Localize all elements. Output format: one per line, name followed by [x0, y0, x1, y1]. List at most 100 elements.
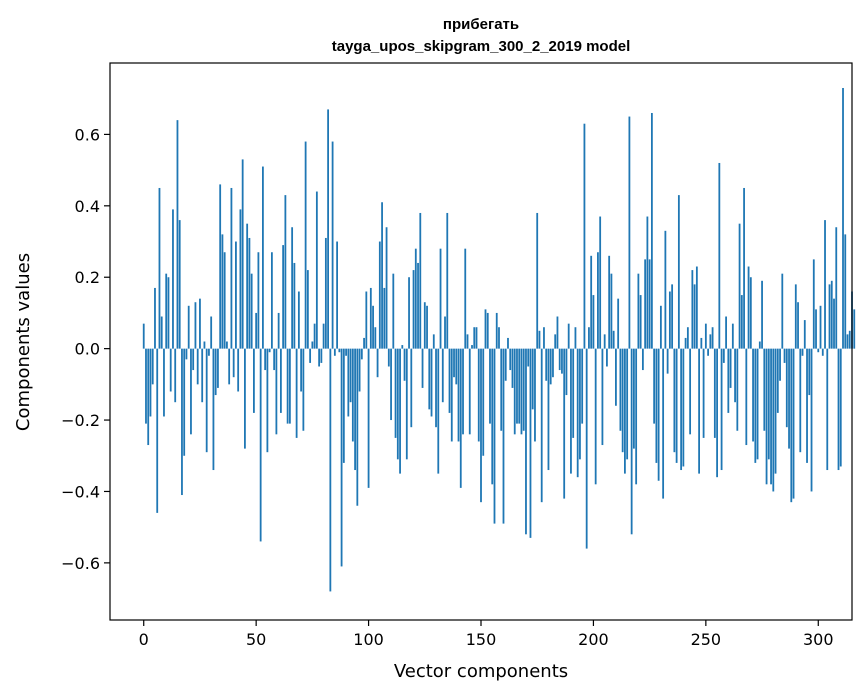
bar	[635, 348, 638, 485]
bar	[812, 259, 815, 349]
bar	[718, 162, 721, 349]
bar	[794, 284, 797, 349]
bar	[583, 123, 586, 349]
bar	[327, 109, 329, 349]
bar	[630, 348, 633, 535]
bar	[147, 348, 150, 446]
bar	[313, 323, 316, 349]
y-tick-label: 0.6	[75, 125, 100, 144]
x-tick-label: 150	[466, 630, 497, 649]
bar	[774, 348, 777, 474]
bar	[704, 323, 707, 349]
bar	[534, 348, 536, 442]
bar	[668, 291, 671, 349]
bar	[693, 284, 696, 349]
bar	[336, 241, 338, 349]
bar	[626, 348, 629, 460]
bar	[511, 348, 514, 388]
bar	[199, 298, 201, 349]
bar	[163, 348, 165, 417]
bar	[842, 87, 844, 349]
bar	[365, 291, 368, 349]
bar	[367, 348, 370, 488]
bar	[749, 277, 752, 349]
bar	[725, 316, 727, 349]
bar	[156, 348, 159, 513]
bar	[498, 327, 500, 349]
bar	[480, 348, 482, 503]
bar	[387, 348, 390, 367]
bar	[722, 348, 725, 363]
bar	[426, 305, 428, 349]
bar	[187, 305, 190, 349]
bar	[695, 266, 698, 349]
bar	[253, 348, 255, 413]
bar	[259, 348, 262, 542]
bar	[554, 334, 557, 349]
bar	[502, 348, 505, 524]
bar	[716, 348, 718, 478]
bar	[633, 348, 635, 449]
bar	[513, 348, 516, 435]
bar	[615, 348, 617, 406]
x-tick-label: 0	[139, 630, 149, 649]
bar	[196, 348, 199, 385]
bar	[403, 348, 406, 381]
bar	[713, 348, 716, 438]
bar	[277, 312, 280, 349]
bar	[552, 348, 554, 378]
bar	[311, 341, 314, 349]
bar	[318, 348, 321, 367]
bar	[745, 348, 748, 446]
bar	[374, 327, 377, 349]
bar	[235, 241, 237, 349]
bar	[322, 323, 325, 349]
bar	[203, 341, 206, 349]
bar	[563, 348, 566, 499]
bar	[664, 230, 667, 349]
bar	[284, 195, 287, 349]
bar	[414, 248, 417, 349]
bar	[432, 334, 435, 349]
bar	[817, 348, 820, 353]
bar	[673, 348, 676, 453]
bar	[848, 330, 851, 349]
bar	[648, 259, 651, 349]
bar	[790, 348, 793, 503]
bar	[248, 237, 251, 349]
bar	[270, 252, 273, 349]
bar	[570, 348, 572, 474]
bar	[776, 348, 779, 413]
bar	[410, 348, 413, 428]
bar	[347, 348, 350, 417]
bar	[448, 348, 451, 413]
bar	[369, 287, 372, 349]
bar	[257, 252, 260, 349]
bar	[345, 348, 347, 356]
bar	[543, 327, 545, 349]
bar	[437, 348, 440, 474]
bar	[653, 348, 656, 424]
bar	[226, 341, 228, 349]
bar	[205, 348, 208, 453]
bar	[304, 141, 307, 349]
bar	[192, 348, 195, 371]
bar	[788, 348, 790, 449]
bar	[594, 348, 597, 485]
bar	[612, 330, 615, 349]
bar	[392, 273, 395, 349]
bar	[385, 227, 388, 349]
bar	[500, 348, 503, 431]
bar	[378, 241, 381, 349]
bar	[459, 348, 462, 488]
bar	[477, 348, 480, 442]
bar	[549, 348, 552, 385]
bar	[223, 252, 226, 349]
bar	[810, 348, 813, 492]
bar	[165, 273, 168, 349]
bar	[567, 323, 570, 349]
bar	[293, 262, 296, 349]
bar	[707, 348, 709, 356]
bar	[297, 291, 300, 349]
